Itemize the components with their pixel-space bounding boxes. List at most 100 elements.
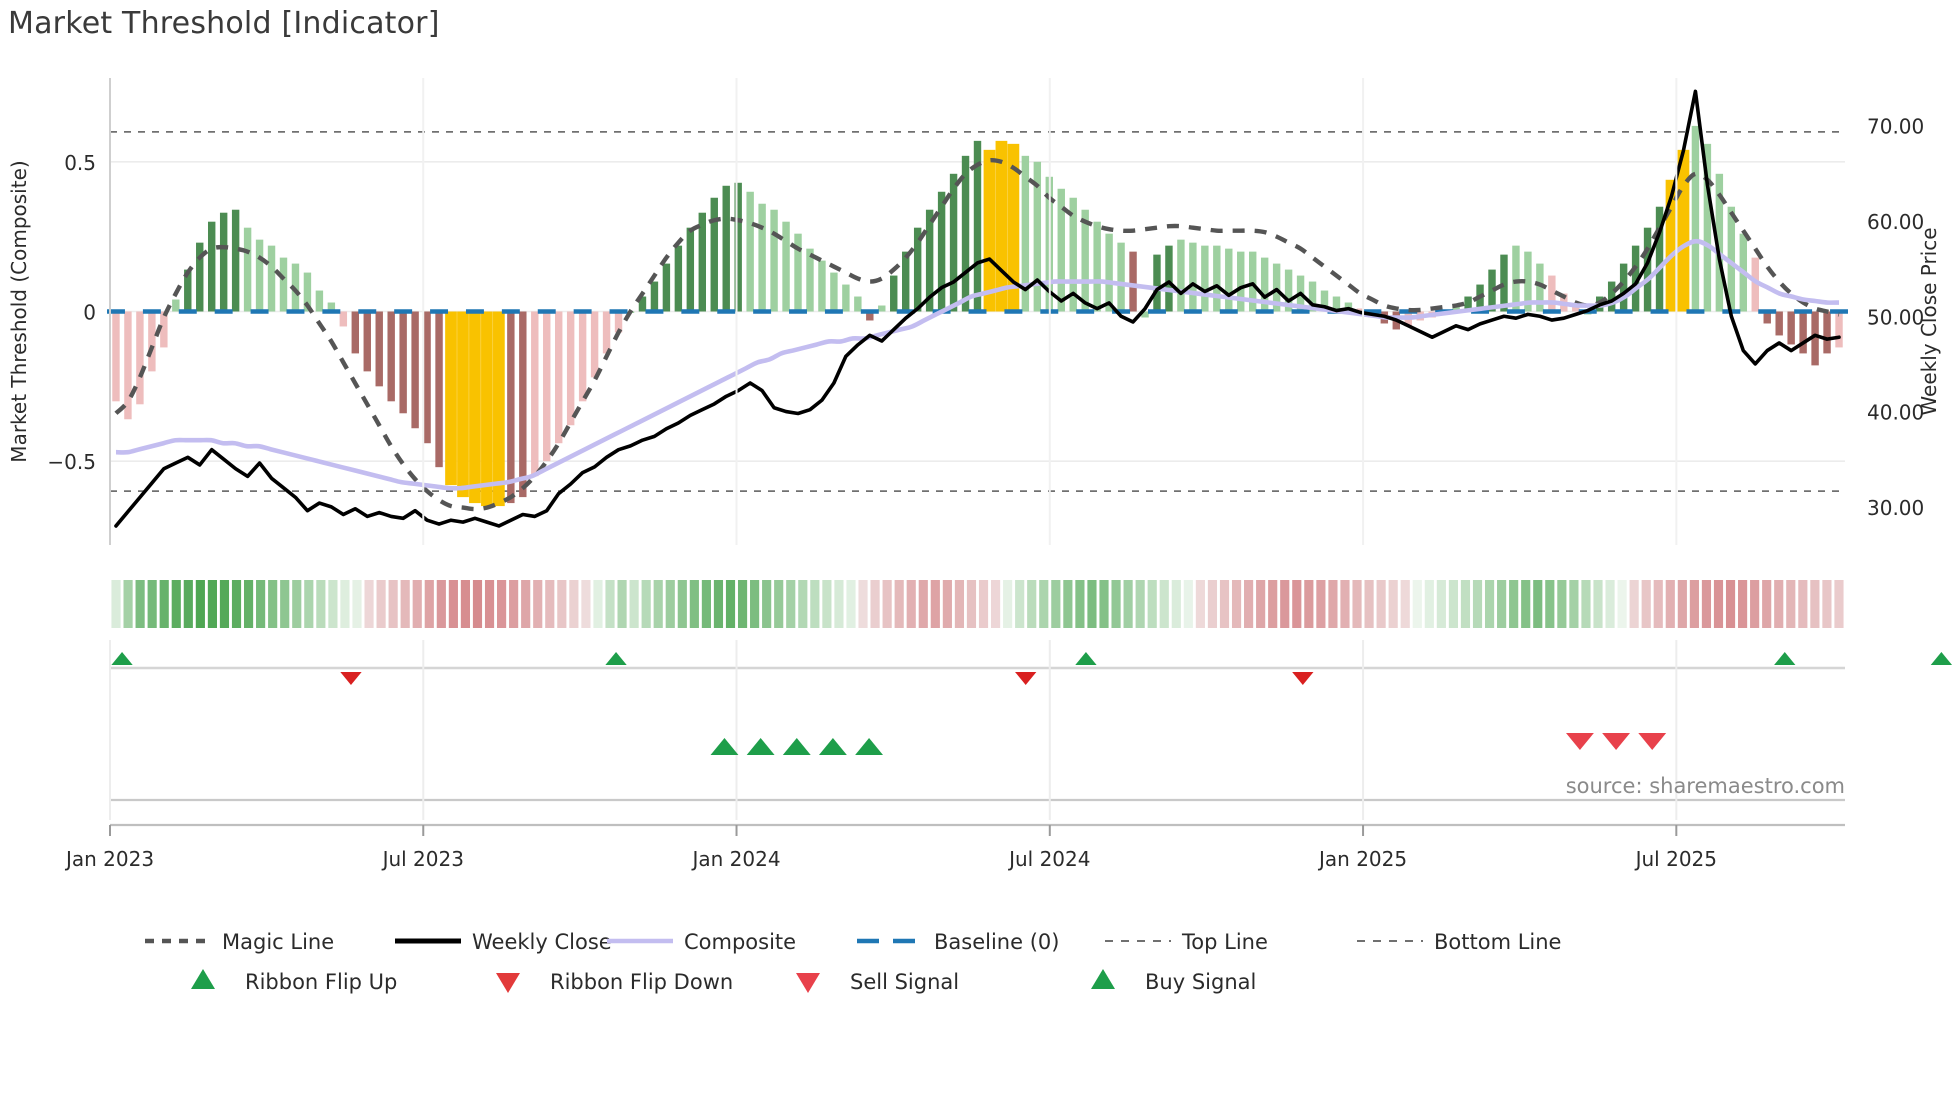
ribbon-cell <box>1183 580 1193 628</box>
ribbon-cell <box>810 580 820 628</box>
ribbon-cell <box>1195 580 1205 628</box>
ribbon-cell <box>641 580 651 628</box>
ribbon-cell <box>328 580 338 628</box>
ribbon-cell <box>966 580 977 628</box>
ribbon-cell <box>846 580 856 628</box>
histogram-bar <box>112 311 120 402</box>
histogram-bar <box>435 311 443 468</box>
histogram-bar <box>590 311 599 378</box>
ribbon-cell <box>135 580 145 628</box>
legend-label: Magic Line <box>222 930 334 954</box>
ribbon-flip-up-marker <box>1774 652 1796 665</box>
histogram-bar <box>279 257 288 312</box>
histogram-bar <box>973 140 982 312</box>
legend-marker-icon <box>1091 969 1115 989</box>
magic-line-path <box>114 157 1840 512</box>
sell-signal-marker <box>1565 733 1594 750</box>
left-axis: 0.5 0 −0.5 Market Threshold (Composite) <box>7 78 111 545</box>
ribbon-cell <box>786 580 796 628</box>
buy-signal-marker <box>782 738 811 755</box>
ribbon-cell <box>1701 580 1712 628</box>
ribbon-cell <box>376 580 386 628</box>
histogram-bar <box>1715 173 1724 312</box>
legend-label: Bottom Line <box>1434 930 1561 954</box>
histogram-bar <box>578 311 587 402</box>
ribbon-flip-down-marker <box>340 672 362 685</box>
right-axis: 70.00 60.00 50.00 40.00 30.00 Weekly Close Pr… <box>1867 115 1941 520</box>
ribbon-cell <box>1087 580 1097 628</box>
ribbon-cell <box>1219 580 1230 628</box>
ribbon-cell <box>1039 580 1049 628</box>
ribbon-cell <box>942 580 952 628</box>
ribbon-cell <box>870 580 880 628</box>
ribbon-cell <box>689 580 699 628</box>
histogram-bar <box>1665 179 1678 312</box>
histogram-bar <box>196 242 204 312</box>
legend-label: Buy Signal <box>1145 970 1256 994</box>
ribbon-cell <box>1593 580 1603 628</box>
ribbon-cell <box>569 580 579 628</box>
histogram-bar <box>782 221 790 312</box>
histogram-bar <box>1775 311 1783 336</box>
ribbon-cell <box>1316 580 1326 628</box>
ribbon-cell <box>605 580 615 628</box>
ribbon-cell <box>653 580 663 628</box>
histogram-bar <box>854 296 862 312</box>
histogram-bar <box>172 299 180 312</box>
ribbon-cell <box>159 580 169 628</box>
ribbon-cell <box>123 580 133 628</box>
ribbon-cell <box>1750 580 1760 628</box>
ribbon-cell <box>1111 580 1121 628</box>
histogram-bar <box>481 311 493 507</box>
histogram-bar <box>925 209 934 312</box>
ribbon-cell <box>557 580 567 628</box>
ribbon-cell <box>1605 580 1615 628</box>
histogram-bar <box>1177 239 1185 312</box>
ribbon-cell <box>858 580 868 628</box>
ribbon-cell <box>1641 580 1651 628</box>
ribbon-cell <box>545 580 555 628</box>
ribbon-flip-up-marker <box>111 652 133 665</box>
histogram-bar <box>375 311 383 387</box>
ribbon-cell <box>400 580 410 628</box>
histogram-bar <box>602 311 611 354</box>
histogram-bar <box>1524 251 1532 312</box>
composite-line <box>115 238 1840 491</box>
ribbon-cell <box>1762 580 1772 628</box>
legend-label: Ribbon Flip Up <box>245 970 397 994</box>
ribbon-cell <box>1003 580 1013 628</box>
histogram-bar <box>184 269 192 312</box>
ribbon-cell <box>1557 580 1567 628</box>
right-axis-tick-label: 30.00 <box>1867 496 1924 520</box>
histogram-bar <box>531 311 539 477</box>
ribbon-cell <box>1171 580 1181 628</box>
histogram-bar <box>937 191 946 312</box>
histogram-bar <box>1464 296 1472 312</box>
histogram-bar <box>351 311 360 354</box>
ribbon-cell <box>1051 580 1061 628</box>
left-axis-tick-label: 0.5 <box>64 151 96 175</box>
histogram-bar <box>1213 245 1221 312</box>
histogram-bar <box>1787 311 1795 345</box>
ribbon-cell <box>1509 580 1519 628</box>
ribbon-cell <box>171 580 181 628</box>
ribbon-cell <box>1545 580 1555 628</box>
histogram-bar <box>543 311 551 462</box>
sell-signal-marker <box>1638 733 1667 750</box>
ribbon-cell <box>1448 580 1458 628</box>
ribbon-cell <box>798 580 808 628</box>
histogram-bar <box>1643 227 1652 312</box>
ribbon-cell <box>822 580 832 628</box>
ribbon-cell <box>954 580 965 628</box>
histogram-bar <box>327 302 336 312</box>
histogram-bar <box>698 212 707 312</box>
ribbon-cell <box>1400 580 1410 628</box>
histogram-bar <box>231 209 240 312</box>
left-axis-tick-label: 0 <box>83 301 96 325</box>
histogram-bar <box>124 311 132 420</box>
histogram-bar <box>1452 305 1460 312</box>
histogram-bar <box>1284 269 1293 312</box>
sell-signal-markers <box>1565 733 1667 750</box>
ribbon-cell <box>472 580 483 628</box>
